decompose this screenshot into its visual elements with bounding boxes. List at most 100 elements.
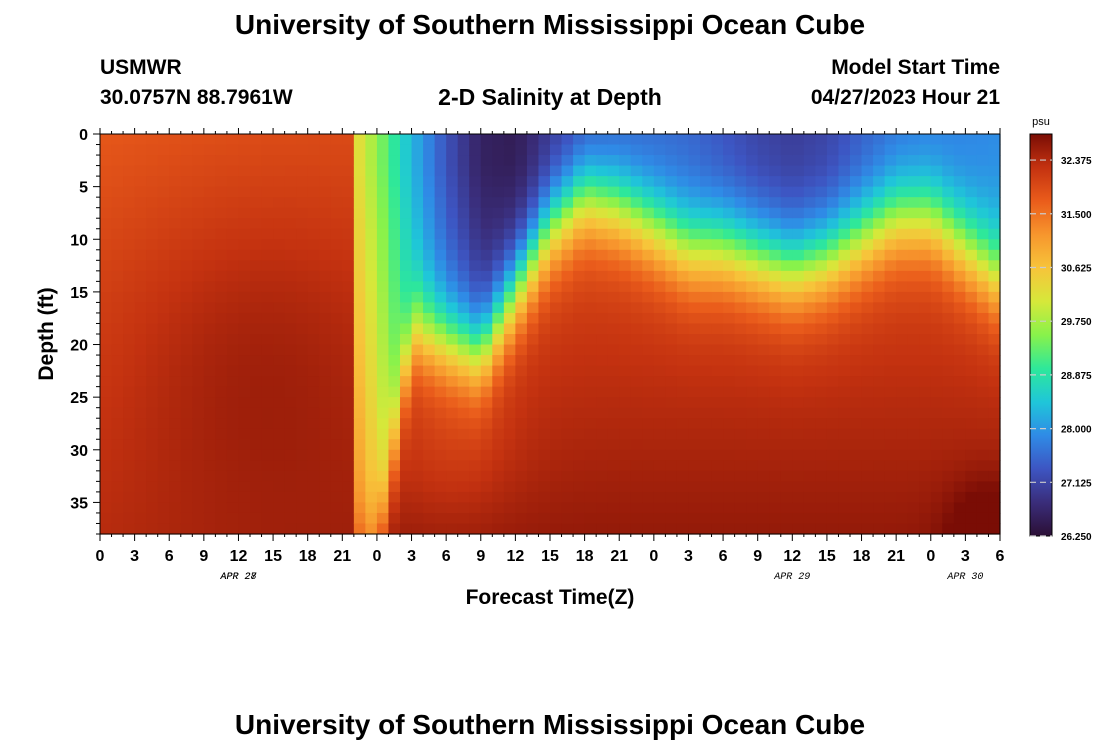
heatmap-cell bbox=[423, 312, 436, 325]
heatmap-cell bbox=[526, 470, 540, 482]
heatmap-cell bbox=[676, 134, 690, 146]
heatmap-cell bbox=[861, 386, 874, 398]
heatmap-cell bbox=[734, 323, 747, 335]
heatmap-cell bbox=[884, 365, 897, 377]
heatmap-cell bbox=[734, 165, 747, 177]
heatmap-cell bbox=[734, 344, 747, 356]
heatmap-cell bbox=[376, 312, 390, 325]
heatmap-cell bbox=[850, 491, 863, 504]
heatmap-cell bbox=[526, 428, 540, 440]
heatmap-cell bbox=[388, 134, 401, 146]
heatmap-cell bbox=[469, 144, 482, 156]
heatmap-cell bbox=[376, 186, 390, 198]
heatmap-cell bbox=[792, 176, 805, 188]
heatmap-cell bbox=[250, 481, 263, 493]
heatmap-cell bbox=[538, 218, 551, 230]
heatmap-cell bbox=[861, 302, 874, 314]
heatmap-cell bbox=[411, 134, 424, 146]
heatmap-cell bbox=[526, 312, 540, 325]
heatmap-cell bbox=[780, 176, 793, 188]
heatmap-cell bbox=[480, 523, 493, 535]
heatmap-cell bbox=[353, 281, 366, 293]
heatmap-cell bbox=[607, 197, 620, 209]
heatmap-cell bbox=[330, 512, 343, 525]
heatmap-cell bbox=[850, 165, 863, 177]
heatmap-cell bbox=[342, 407, 355, 419]
heatmap-cell bbox=[746, 218, 759, 230]
heatmap-cell bbox=[907, 249, 920, 261]
heatmap-cell bbox=[457, 502, 470, 514]
heatmap-cell bbox=[492, 491, 505, 504]
heatmap-cell bbox=[169, 312, 182, 325]
heatmap-cell bbox=[826, 407, 840, 419]
heatmap-cell bbox=[884, 134, 897, 146]
heatmap-cell bbox=[596, 481, 609, 493]
heatmap-cell bbox=[803, 418, 816, 430]
heatmap-cell bbox=[700, 186, 713, 198]
heatmap-cell bbox=[907, 470, 920, 482]
heatmap-cell bbox=[446, 334, 459, 346]
heatmap-cell bbox=[180, 281, 193, 293]
heatmap-cell bbox=[284, 344, 297, 356]
heatmap-cell bbox=[884, 312, 897, 325]
heatmap-cell bbox=[342, 197, 355, 209]
heatmap-cell bbox=[469, 428, 482, 440]
heatmap-cell bbox=[100, 249, 113, 261]
heatmap-cell bbox=[284, 512, 297, 525]
heatmap-cell bbox=[619, 207, 632, 219]
heatmap-cell bbox=[134, 418, 147, 430]
heatmap-cell bbox=[284, 470, 297, 482]
heatmap-cell bbox=[561, 323, 574, 335]
heatmap-cell bbox=[376, 397, 390, 409]
heatmap-cell bbox=[953, 397, 966, 409]
heatmap-cell bbox=[134, 302, 147, 314]
heatmap-cell bbox=[826, 260, 840, 272]
heatmap-cell bbox=[273, 439, 286, 451]
heatmap-cell bbox=[723, 397, 736, 409]
heatmap-cell bbox=[134, 512, 147, 525]
heatmap-cell bbox=[307, 355, 320, 367]
heatmap-cell bbox=[457, 291, 470, 304]
heatmap-cell bbox=[134, 397, 147, 409]
heatmap-cell bbox=[192, 512, 205, 525]
heatmap-cell bbox=[273, 344, 286, 356]
heatmap-cell bbox=[169, 165, 182, 177]
y-tick-label: 35 bbox=[70, 495, 88, 512]
heatmap-cell bbox=[273, 365, 286, 377]
heatmap-cell bbox=[134, 449, 147, 461]
heatmap-cell bbox=[884, 228, 897, 240]
heatmap-cell bbox=[550, 312, 563, 325]
heatmap-cell bbox=[607, 376, 620, 388]
heatmap-cell bbox=[203, 407, 216, 419]
heatmap-cell bbox=[157, 302, 170, 314]
heatmap-cell bbox=[607, 302, 620, 314]
heatmap-cell bbox=[134, 523, 147, 535]
heatmap-cell bbox=[526, 365, 540, 377]
heatmap-cell bbox=[965, 491, 978, 504]
heatmap-cell bbox=[423, 218, 436, 230]
heatmap-cell bbox=[769, 365, 782, 377]
heatmap-cell bbox=[665, 376, 678, 388]
heatmap-cell bbox=[688, 239, 701, 251]
heatmap-cell bbox=[376, 281, 390, 293]
heatmap-cell bbox=[734, 386, 747, 398]
heatmap-cell bbox=[550, 260, 563, 272]
heatmap-cell bbox=[607, 239, 620, 251]
heatmap-cell bbox=[400, 270, 413, 282]
heatmap-cell bbox=[596, 260, 609, 272]
heatmap-cell bbox=[411, 418, 424, 430]
heatmap-cell bbox=[850, 155, 863, 167]
heatmap-cell bbox=[146, 281, 159, 293]
heatmap-cell bbox=[584, 228, 597, 240]
heatmap-cell bbox=[238, 165, 251, 177]
heatmap-cell bbox=[988, 270, 1001, 282]
heatmap-cell bbox=[665, 281, 678, 293]
heatmap-cell bbox=[411, 228, 424, 240]
heatmap-cell bbox=[180, 186, 193, 198]
heatmap-cell bbox=[930, 207, 943, 219]
heatmap-cell bbox=[803, 481, 816, 493]
heatmap-cell bbox=[757, 397, 770, 409]
heatmap-cell bbox=[226, 155, 240, 167]
heatmap-cell bbox=[123, 449, 136, 461]
heatmap-cell bbox=[192, 134, 205, 146]
